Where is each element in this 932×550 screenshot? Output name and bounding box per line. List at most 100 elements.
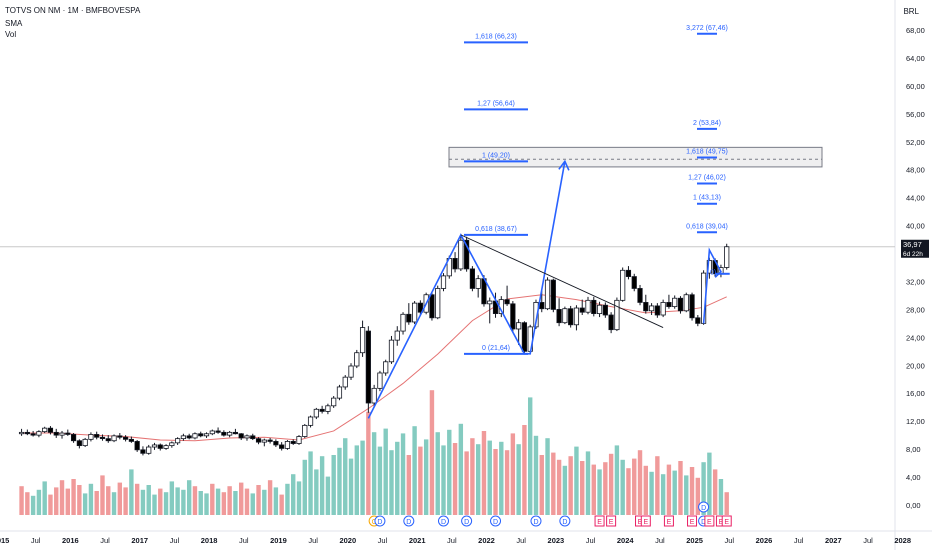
candle-body (140, 449, 146, 454)
volume-bar (528, 397, 533, 515)
candle-body (111, 435, 117, 442)
volume-bar (134, 483, 140, 515)
volume-bar (522, 425, 527, 515)
candle-body (550, 279, 556, 310)
time-tick-label: 2025 (686, 536, 703, 545)
event-marker-label: E (707, 519, 712, 526)
volume-bar (666, 464, 672, 515)
volume-bar (707, 452, 712, 515)
event-marker-label: D (701, 519, 706, 526)
event-marker-label: D (701, 505, 706, 512)
volume-bar (279, 494, 284, 515)
fib-level-label: 0) (710, 269, 716, 276)
time-tick-label: 2019 (270, 536, 287, 545)
candle-body (371, 387, 377, 404)
volume-bar (383, 428, 388, 515)
event-marker (687, 515, 698, 527)
candle-body (643, 302, 649, 312)
candle-body (232, 431, 239, 435)
sma-indicator-label[interactable]: SMA (5, 19, 23, 28)
volume-bar (296, 481, 302, 515)
volume-bar (429, 390, 435, 515)
projection-path (367, 161, 566, 419)
volume-bar (244, 488, 250, 515)
volume-bar (65, 488, 70, 515)
volume-bar (267, 480, 273, 515)
candle-body (284, 441, 291, 449)
price-tick-label: 16,00 (906, 389, 925, 398)
time-tick-label: Jul (239, 536, 249, 545)
volume-bar (539, 455, 544, 515)
volume-bar (481, 431, 487, 515)
candle-body (348, 365, 354, 378)
event-marker-label: D (406, 519, 411, 526)
currency-label[interactable]: BRL (903, 7, 919, 16)
candle-body (157, 444, 163, 449)
candle-body (354, 352, 360, 367)
candle-body (325, 405, 331, 412)
pattern-triangle (702, 247, 722, 324)
time-tick-label: 2024 (617, 536, 635, 545)
event-marker (559, 515, 571, 527)
event-marker (606, 515, 617, 527)
volume-bar (689, 467, 695, 515)
volume-bar (302, 459, 307, 515)
event-marker-label: C (372, 519, 377, 526)
candle-body (625, 269, 632, 277)
candle-body (406, 313, 412, 323)
time-tick-label: Jul (100, 536, 110, 545)
projection-arrowhead (558, 159, 570, 171)
event-marker (438, 515, 449, 527)
candle-body (672, 297, 678, 308)
volume-bar (123, 487, 128, 515)
volume-bar (418, 446, 423, 515)
volume-bar (556, 459, 562, 515)
time-tick-label: 2027 (825, 536, 842, 545)
candle-body (134, 441, 140, 451)
volume-bar (626, 468, 631, 515)
time-tick-label: Jul (31, 536, 41, 545)
candle-body (435, 288, 441, 319)
event-marker (704, 515, 715, 527)
volume-bar (568, 456, 573, 515)
volume-bar (100, 475, 105, 515)
candle-body (203, 433, 210, 437)
event-markers: C D D D D D D D E E E E E E D E E ED (368, 501, 732, 527)
volume-indicator-label[interactable]: Vol (5, 30, 17, 39)
fib-level-label: 2 (53,84) (693, 120, 721, 127)
event-marker-label: D (441, 519, 446, 526)
candle-body (65, 432, 71, 435)
candle-body (30, 433, 36, 436)
volume-bar (215, 488, 221, 515)
price-tick-label: 0,00 (906, 501, 921, 510)
volume-bar (452, 443, 458, 515)
volume-bar (389, 450, 394, 515)
volume-bar (82, 493, 88, 515)
volume-bar (406, 455, 412, 515)
event-marker-label: D (493, 519, 498, 526)
candles (18, 234, 730, 456)
trendline (460, 234, 664, 328)
volume-bar (562, 465, 568, 515)
volume-bar (94, 491, 99, 515)
volume-bar (475, 444, 481, 515)
volume-bar (435, 432, 440, 515)
candle-body (394, 330, 400, 341)
candle-body (105, 438, 111, 442)
volume-bar (192, 486, 198, 515)
volume-bar (493, 449, 498, 515)
candle-body (585, 299, 591, 313)
volume-bar (158, 488, 163, 515)
event-marker-label: D (562, 519, 567, 526)
volume-bar (464, 451, 469, 515)
event-marker-label: E (719, 519, 724, 526)
volume-bar (227, 486, 232, 515)
volume-bar (510, 433, 516, 515)
candle-body (36, 431, 42, 436)
candle-body (452, 258, 458, 270)
volume-bar (221, 492, 227, 515)
event-marker (721, 515, 732, 527)
price-tick-label: 44,00 (906, 194, 925, 203)
